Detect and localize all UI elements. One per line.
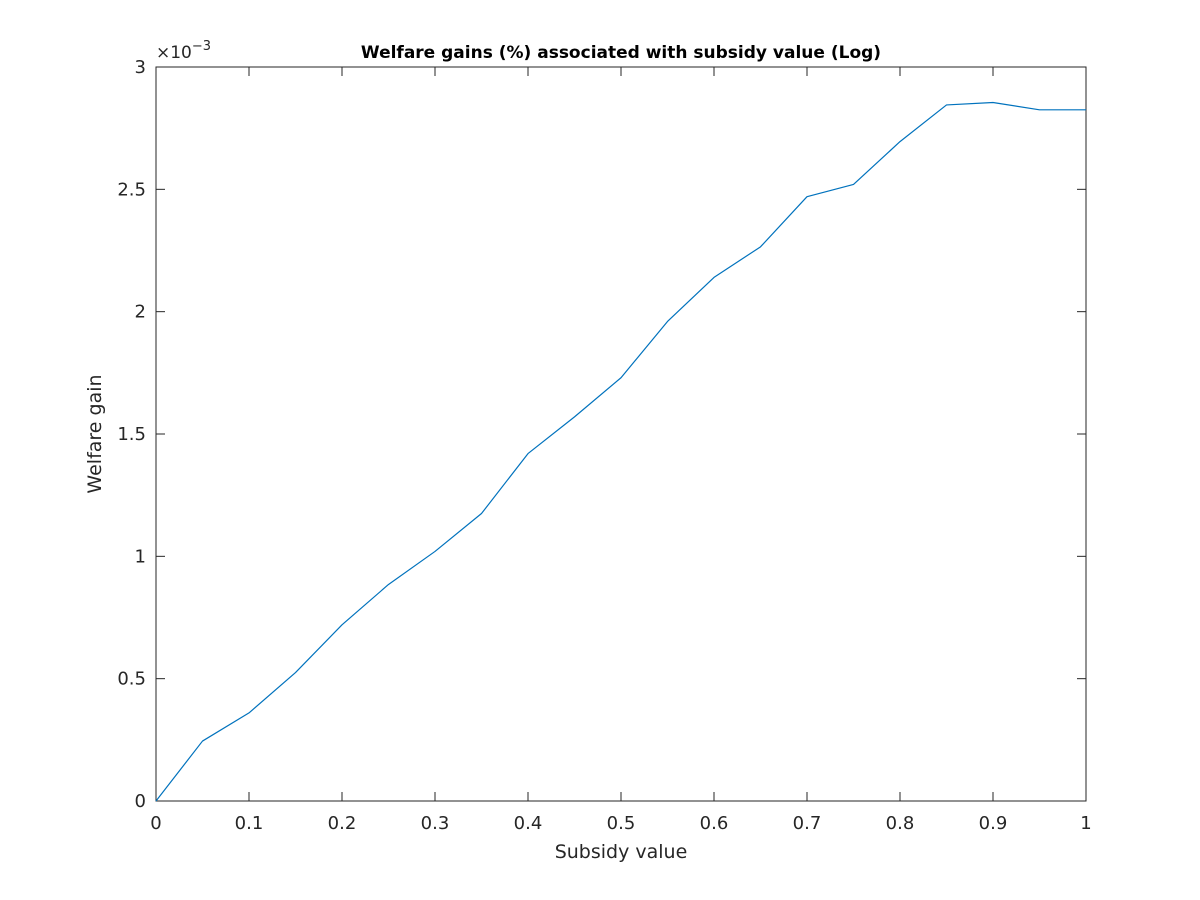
y-tick-label: 1.5 [117, 424, 146, 445]
y-exponent-power: −3 [192, 39, 211, 54]
x-tick-label: 0.3 [421, 813, 450, 834]
series-line [155, 101, 1086, 802]
y-axis-label: Welfare gain [84, 374, 106, 493]
x-tick-label: 0 [150, 813, 161, 834]
x-tick-label: 0.9 [979, 813, 1008, 834]
y-exponent-label: ×10−3 [156, 39, 211, 63]
x-tick-label: 0.7 [793, 813, 822, 834]
x-tick-label: 0.1 [235, 813, 264, 834]
x-tick-label: 0.4 [514, 813, 543, 834]
x-tick-label: 0.5 [607, 813, 636, 834]
y-tick-label: 1 [135, 546, 146, 567]
chart-title: Welfare gains (%) associated with subsid… [361, 43, 881, 63]
y-exponent-base: ×10 [156, 43, 192, 63]
y-tick-label: 2 [135, 302, 146, 323]
y-tick-label: 2.5 [117, 179, 146, 200]
y-tick-label: 3 [135, 57, 146, 78]
x-tick-label: 0.6 [700, 813, 729, 834]
y-tick-label: 0 [135, 791, 146, 812]
x-tick-label: 0.2 [328, 813, 357, 834]
y-tick-label: 0.5 [117, 669, 146, 690]
x-tick-label: 0.8 [886, 813, 915, 834]
x-axis-label: Subsidy value [555, 841, 688, 863]
x-tick-label: 1 [1080, 813, 1091, 834]
